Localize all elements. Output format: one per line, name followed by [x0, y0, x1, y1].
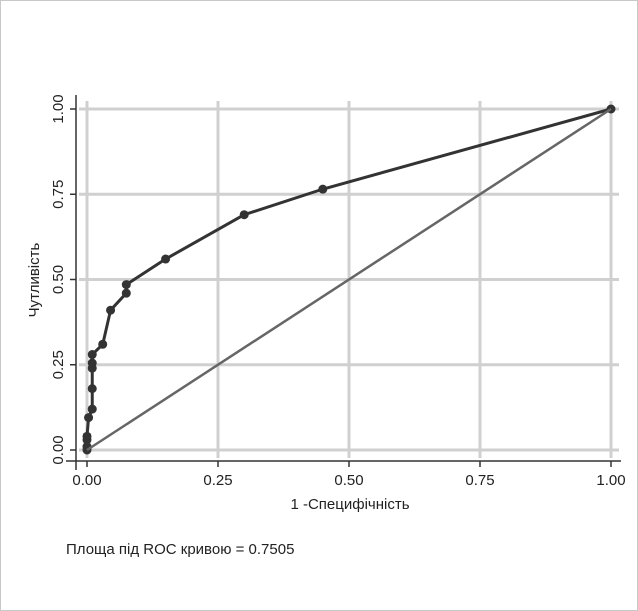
- grid-lines: [79, 101, 619, 458]
- series-layer: [82, 104, 616, 455]
- roc-point: [318, 184, 328, 194]
- roc-point: [87, 384, 97, 394]
- x-tick-label: 0.00: [72, 472, 101, 489]
- roc-point: [121, 288, 131, 298]
- roc-point: [161, 254, 171, 264]
- roc-point: [84, 413, 94, 423]
- y-axis-title: Чутливість: [26, 242, 43, 317]
- y-tick-label: 0.50: [50, 265, 67, 294]
- x-tick-label: 0.25: [203, 472, 232, 489]
- y-tick-label: 0.00: [50, 435, 67, 464]
- reference-diagonal-line: [86, 107, 612, 452]
- x-axis-title: 1 -Специфічність: [290, 496, 409, 513]
- auc-annotation: Площа під ROC кривою = 0.7505: [66, 541, 295, 558]
- roc-point: [239, 210, 249, 220]
- axes: [66, 95, 621, 470]
- tick-labels: 0.00 0.25 0.50 0.75 1.00 0.00 0.25 0.50 0.75 1.00: [50, 94, 626, 489]
- roc-point: [87, 358, 97, 368]
- roc-point: [87, 350, 97, 360]
- y-tick-label: 1.00: [50, 94, 67, 123]
- roc-point: [82, 431, 92, 441]
- y-tick-label: 0.75: [50, 180, 67, 209]
- x-tick-label: 0.50: [334, 472, 363, 489]
- roc-point: [121, 280, 131, 290]
- roc-point: [106, 305, 116, 315]
- x-tick-label: 1.00: [596, 472, 625, 489]
- x-tick-label: 0.75: [465, 472, 494, 489]
- y-tick-label: 0.25: [50, 350, 67, 379]
- roc-point: [98, 339, 108, 349]
- roc-point: [87, 404, 97, 414]
